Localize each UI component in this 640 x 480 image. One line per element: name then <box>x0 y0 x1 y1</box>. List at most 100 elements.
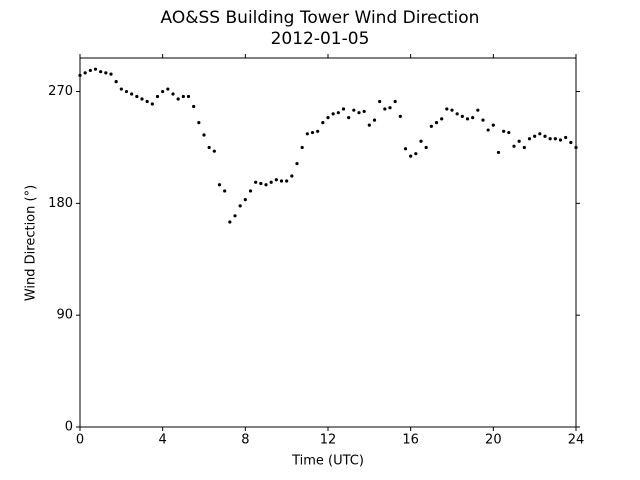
point <box>362 109 366 114</box>
point <box>538 132 542 136</box>
point <box>476 108 480 112</box>
x-tick-label: 0 <box>76 433 84 448</box>
point <box>176 97 180 101</box>
x-tick-label: 4 <box>159 433 167 448</box>
point <box>491 123 495 127</box>
point <box>336 111 340 115</box>
point <box>367 123 371 127</box>
point <box>543 134 547 138</box>
point <box>305 132 309 136</box>
point <box>455 112 459 116</box>
point <box>212 149 216 153</box>
point <box>553 137 557 141</box>
point <box>202 133 206 137</box>
point <box>496 150 501 155</box>
point <box>207 145 211 150</box>
point <box>217 183 222 187</box>
chart-title: AO&SS Building Tower Wind Direction <box>161 8 480 28</box>
point <box>341 107 346 111</box>
point <box>238 204 242 208</box>
point <box>403 147 408 151</box>
point <box>424 145 428 150</box>
y-tick-label: 90 <box>56 308 73 323</box>
point <box>512 144 516 148</box>
point <box>274 178 278 182</box>
point <box>197 121 201 125</box>
point <box>440 117 444 121</box>
point <box>347 116 351 120</box>
point <box>352 108 356 112</box>
point <box>414 152 418 156</box>
point <box>135 94 139 99</box>
point <box>181 94 185 99</box>
point <box>507 130 511 135</box>
point <box>223 189 227 193</box>
point <box>124 89 129 94</box>
point <box>486 128 490 132</box>
point <box>372 118 377 122</box>
point <box>119 87 123 91</box>
point <box>460 114 464 118</box>
point <box>502 129 506 133</box>
point <box>145 99 149 104</box>
point <box>290 174 294 178</box>
y-tick-label: 270 <box>48 84 73 99</box>
point <box>558 138 563 142</box>
point <box>114 80 118 84</box>
y-axis-label: Wind Direction (°) <box>24 185 39 301</box>
point <box>279 179 284 183</box>
point <box>140 97 144 101</box>
point <box>104 71 108 75</box>
point <box>465 117 470 121</box>
point <box>233 214 237 218</box>
point <box>78 73 82 77</box>
point <box>574 145 578 150</box>
point <box>83 71 87 75</box>
chart-subtitle: 2012-01-05 <box>271 29 370 49</box>
point <box>109 72 113 76</box>
point <box>316 129 320 133</box>
point <box>564 135 568 140</box>
point <box>522 145 526 150</box>
point <box>357 111 361 115</box>
point <box>326 116 330 120</box>
point <box>429 124 433 128</box>
point <box>434 121 439 125</box>
x-tick-label: 12 <box>320 433 337 448</box>
point <box>517 139 521 143</box>
x-tick-label: 24 <box>568 433 585 448</box>
point <box>161 89 165 94</box>
point <box>378 99 382 104</box>
point <box>99 70 103 74</box>
point <box>295 162 299 166</box>
y-tick-label: 180 <box>48 196 73 211</box>
point <box>130 92 134 96</box>
x-axis-label: Time (UTC) <box>291 454 364 469</box>
point <box>450 108 454 112</box>
plot-frame <box>79 57 577 428</box>
point <box>259 181 263 186</box>
point <box>527 137 532 141</box>
point <box>569 140 573 145</box>
point <box>383 107 387 111</box>
x-tick-label: 8 <box>241 433 249 448</box>
point <box>88 68 92 73</box>
point <box>150 102 154 106</box>
point <box>186 94 191 99</box>
point <box>321 121 325 125</box>
point <box>331 112 335 116</box>
point <box>264 183 268 187</box>
point <box>548 137 552 141</box>
point <box>269 180 273 184</box>
point <box>243 198 247 202</box>
point <box>445 107 449 111</box>
y-tick-label: 0 <box>65 420 73 435</box>
point <box>393 99 397 104</box>
x-tick-label: 16 <box>402 433 419 448</box>
point <box>388 106 392 110</box>
point <box>471 116 475 120</box>
point <box>419 139 423 143</box>
point <box>310 130 315 135</box>
point <box>166 87 170 91</box>
